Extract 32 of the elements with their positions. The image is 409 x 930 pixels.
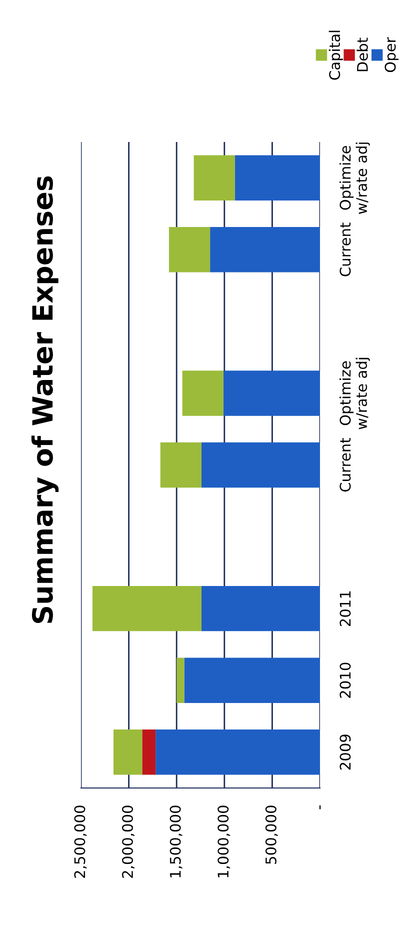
bar — [168, 227, 210, 272]
text: Summary of Water Expenses — [31, 176, 59, 623]
bar — [182, 370, 224, 416]
x-tick-label: 2,500,000 — [74, 806, 87, 878]
bar — [184, 658, 320, 703]
bar — [114, 730, 142, 775]
x-tick-label: 500,000 — [265, 806, 278, 864]
bar — [201, 442, 320, 488]
legend-label: Capital — [328, 30, 343, 80]
bar — [223, 370, 320, 416]
x-tick-label: 1,500,000 — [170, 806, 182, 878]
y-tick-label: 2009 — [340, 734, 351, 770]
bar — [160, 442, 202, 488]
legend-label: Oper — [384, 37, 399, 72]
y-tick-label: Optimize w/rate adj — [339, 358, 370, 430]
bar — [201, 586, 320, 632]
y-tick-label: 2011 — [340, 591, 351, 626]
bar — [92, 586, 202, 632]
x-tick-label: 1,000,000 — [218, 806, 230, 878]
bar — [156, 730, 320, 775]
y-tick-label: Current — [340, 222, 351, 276]
legend-label: Debt — [356, 38, 368, 72]
bar — [194, 155, 235, 200]
y-tick-label: Current — [340, 438, 351, 492]
x-tick-label: - — [319, 805, 321, 810]
bar — [142, 730, 156, 775]
y-tick-label: 2010 — [340, 662, 351, 698]
bar — [234, 155, 320, 200]
x-tick-label: 2,000,000 — [122, 806, 135, 878]
bar — [176, 658, 184, 703]
bar — [210, 227, 320, 272]
y-tick-label: Optimize w/rate adj — [339, 142, 370, 214]
